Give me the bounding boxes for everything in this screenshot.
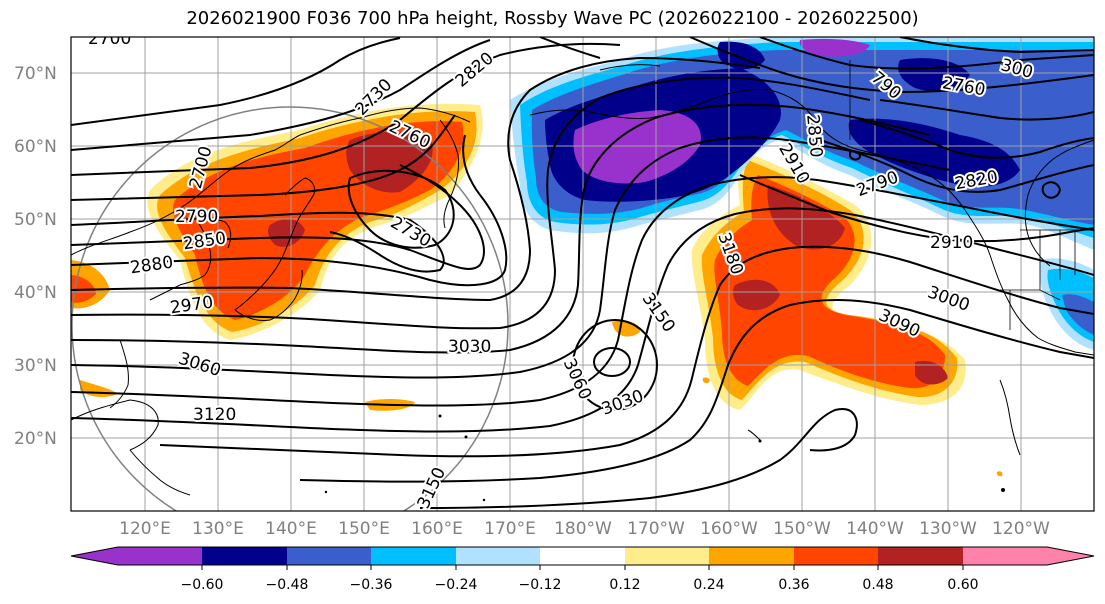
colorbar-segment-9	[878, 547, 963, 565]
colorbar-segment-2	[287, 547, 371, 565]
contour-label: 3030	[448, 337, 491, 357]
longitude-label: 170°E	[484, 519, 536, 539]
latitude-label: 50°N	[14, 210, 57, 230]
height-contours	[71, 37, 1094, 509]
longitude-label: 140°E	[265, 519, 317, 539]
colorbar-segment-5	[540, 547, 625, 565]
colorbar-tick-label: 0.24	[693, 577, 724, 593]
political-borders	[849, 60, 1094, 330]
colorbar-segment-1	[202, 547, 287, 565]
latitude-label: 40°N	[14, 283, 57, 303]
colorbar-outline	[70, 546, 1095, 566]
latitude-label: 60°N	[14, 137, 57, 157]
positive-anomaly-east	[691, 150, 1003, 477]
colorbar-tick-label: 0.36	[778, 577, 809, 593]
colorbar-segment-10	[963, 547, 1094, 565]
longitude-label: 120°W	[992, 519, 1050, 539]
colorbar-tick-label: 0.12	[609, 577, 640, 593]
longitude-labels: 120°E 130°E 140°E 150°E 160°E 170°E 180°…	[119, 519, 1050, 539]
colorbar-segment-7	[709, 547, 794, 565]
longitude-label: 150°E	[338, 519, 390, 539]
colorbar-segment-8	[794, 547, 878, 565]
longitude-label: 130°W	[919, 519, 977, 539]
latitude-labels: 70°N 60°N 50°N 40°N 30°N 20°N	[14, 64, 57, 449]
range-circle	[71, 106, 509, 511]
map-frame	[70, 36, 1095, 512]
colorbar-tick-label: 0.48	[862, 577, 893, 593]
colorbar-segment-4	[456, 547, 540, 565]
contour-label: 2700	[88, 29, 131, 49]
colorbar-tick-label: 0.60	[947, 577, 978, 593]
islands	[324, 414, 1005, 502]
longitude-label: 120°E	[119, 519, 171, 539]
longitude-label: 140°W	[846, 519, 904, 539]
colorbar-tick-label: −0.24	[435, 577, 478, 593]
longitude-label: 180°W	[554, 519, 612, 539]
latitude-label: 30°N	[14, 356, 57, 376]
colorbar-tick-label: −0.60	[181, 577, 224, 593]
longitude-label: 150°W	[773, 519, 831, 539]
contour-label: 3120	[193, 405, 236, 425]
longitude-label: 130°E	[192, 519, 244, 539]
colorbar-tick-label: −0.12	[519, 577, 562, 593]
colorbar: −0.60 −0.48 −0.36 −0.24 −0.12 0.12 0.24 …	[70, 546, 1095, 593]
contour-label: 2910	[930, 233, 973, 253]
contour-label: 2850	[802, 114, 826, 159]
longitude-label: 170°W	[627, 519, 685, 539]
colorbar-tick-label: −0.36	[350, 577, 393, 593]
chart-title: 2026021900 F036 700 hPa height, Rossby W…	[186, 8, 919, 29]
latitude-label: 20°N	[14, 429, 57, 449]
latitude-label: 70°N	[14, 64, 57, 84]
longitude-label: 160°W	[700, 519, 758, 539]
colorbar-segment-3	[371, 547, 456, 565]
colorbar-tick-label: −0.48	[266, 577, 309, 593]
colorbar-segment-0	[71, 547, 202, 565]
longitude-label: 160°E	[411, 519, 463, 539]
coastlines	[71, 64, 1094, 496]
contour-label: 2790	[175, 207, 218, 227]
colorbar-segment-6	[625, 547, 709, 565]
